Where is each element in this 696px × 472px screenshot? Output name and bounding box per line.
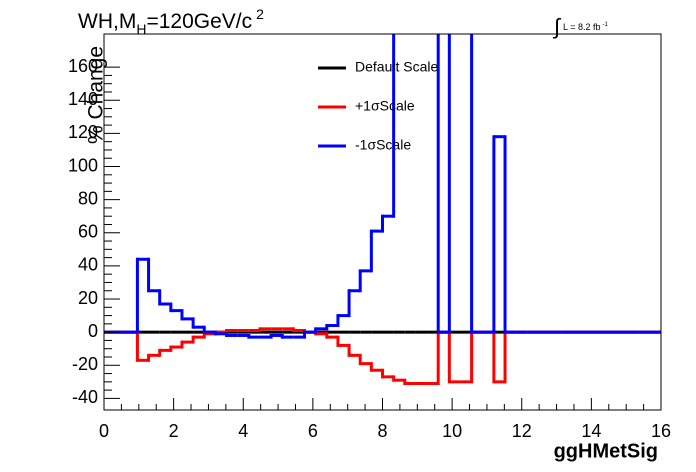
y-tick-label: -40	[72, 387, 98, 407]
legend-label: Default Scale	[355, 59, 438, 75]
plot-area	[104, 34, 661, 385]
y-tick-label: 160	[68, 56, 98, 76]
x-tick-label: 14	[581, 421, 601, 441]
x-tick-label: 0	[99, 421, 109, 441]
legend-label: -1σScale	[355, 137, 411, 153]
y-tick-label: 80	[78, 188, 98, 208]
y-axis-label: % Change	[85, 46, 108, 144]
y-tick-label: 40	[78, 255, 98, 275]
chart-title: WH,MH=120GeV/c 2	[78, 6, 264, 37]
x-tick-label: 10	[442, 421, 462, 441]
x-tick-label: 2	[169, 421, 179, 441]
y-tick-label: 120	[68, 122, 98, 142]
y-tick-label: 100	[68, 155, 98, 175]
x-tick-label: 12	[512, 421, 532, 441]
x-tick-label: 16	[651, 421, 671, 441]
x-tick-label: 4	[238, 421, 248, 441]
x-tick-label: 6	[308, 421, 318, 441]
x-tick-label: 8	[377, 421, 387, 441]
y-tick-label: 140	[68, 89, 98, 109]
y-tick-label: 0	[88, 321, 98, 341]
y-tick-label: 20	[78, 288, 98, 308]
legend-label: +1σScale	[355, 98, 415, 114]
x-axis-label: ggHMetSig	[554, 440, 658, 462]
y-tick-label: 60	[78, 222, 98, 242]
lumi-label: ∫ L = 8.2 fb -1	[552, 14, 608, 39]
y-tick-label: -20	[72, 354, 98, 374]
